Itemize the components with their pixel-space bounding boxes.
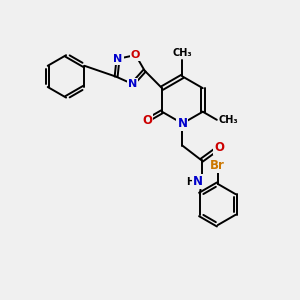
Text: O: O bbox=[214, 141, 224, 154]
Text: O: O bbox=[142, 114, 152, 127]
Text: H: H bbox=[186, 176, 194, 187]
Text: CH₃: CH₃ bbox=[172, 48, 192, 58]
Text: N: N bbox=[177, 117, 188, 130]
Text: O: O bbox=[131, 50, 140, 60]
Text: CH₃: CH₃ bbox=[218, 115, 238, 125]
Text: N: N bbox=[113, 54, 123, 64]
Text: Br: Br bbox=[210, 159, 225, 172]
Text: N: N bbox=[128, 79, 137, 89]
Text: N: N bbox=[193, 175, 203, 188]
